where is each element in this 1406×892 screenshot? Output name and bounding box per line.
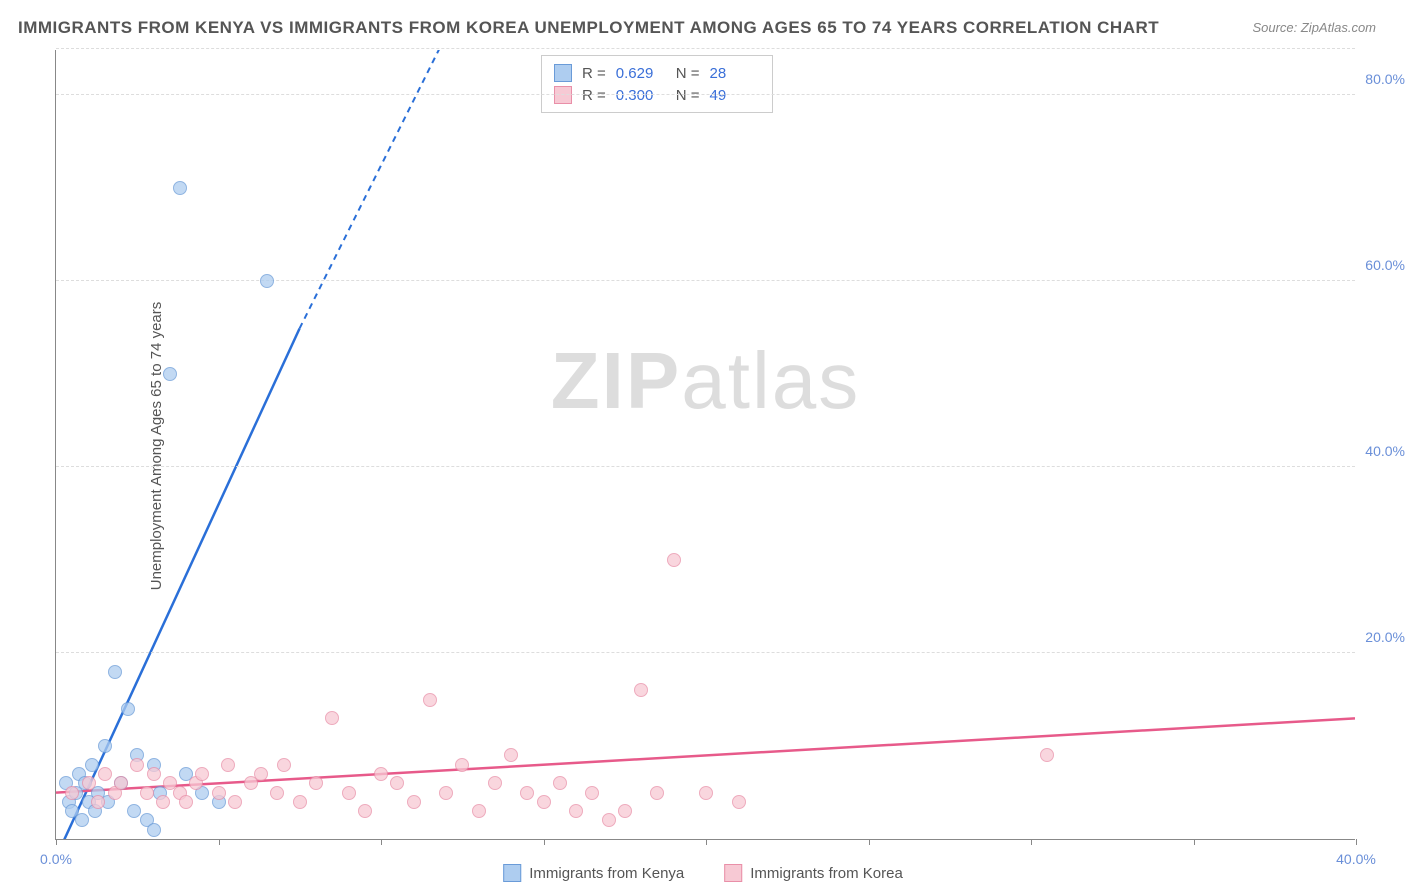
gridline — [56, 48, 1355, 49]
data-point-korea — [602, 813, 616, 827]
data-point-korea — [634, 683, 648, 697]
data-point-korea — [358, 804, 372, 818]
data-point-korea — [455, 758, 469, 772]
data-point-korea — [423, 693, 437, 707]
r-label: R = — [582, 65, 606, 82]
x-tick-label: 0.0% — [40, 851, 72, 867]
data-point-korea — [309, 776, 323, 790]
y-tick-label: 40.0% — [1365, 443, 1405, 459]
chart-container: IMMIGRANTS FROM KENYA VS IMMIGRANTS FROM… — [0, 0, 1406, 892]
data-point-korea — [618, 804, 632, 818]
x-tick — [544, 839, 545, 845]
data-point-korea — [147, 767, 161, 781]
data-point-korea — [65, 786, 79, 800]
x-tick — [1194, 839, 1195, 845]
legend-swatch-korea — [724, 864, 742, 882]
swatch-kenya — [554, 64, 572, 82]
data-point-korea — [270, 786, 284, 800]
data-point-korea — [585, 786, 599, 800]
data-point-kenya — [108, 665, 122, 679]
data-point-kenya — [98, 739, 112, 753]
data-point-korea — [520, 786, 534, 800]
watermark-suffix: atlas — [681, 336, 860, 425]
data-point-korea — [1040, 748, 1054, 762]
gridline — [56, 94, 1355, 95]
data-point-kenya — [121, 702, 135, 716]
data-point-kenya — [147, 823, 161, 837]
data-point-kenya — [163, 367, 177, 381]
trend-lines-svg — [56, 50, 1355, 839]
data-point-korea — [82, 776, 96, 790]
legend-label-kenya: Immigrants from Kenya — [529, 865, 684, 882]
data-point-korea — [195, 767, 209, 781]
gridline — [56, 466, 1355, 467]
x-tick — [1031, 839, 1032, 845]
data-point-korea — [342, 786, 356, 800]
data-point-korea — [98, 767, 112, 781]
source-attribution: Source: ZipAtlas.com — [1252, 20, 1376, 35]
data-point-korea — [732, 795, 746, 809]
x-tick — [56, 839, 57, 845]
gridline — [56, 652, 1355, 653]
x-tick — [381, 839, 382, 845]
legend-item-korea: Immigrants from Korea — [724, 864, 903, 882]
data-point-kenya — [260, 274, 274, 288]
data-point-kenya — [127, 804, 141, 818]
data-point-korea — [553, 776, 567, 790]
data-point-korea — [140, 786, 154, 800]
x-tick — [1356, 839, 1357, 845]
x-tick-label: 40.0% — [1336, 851, 1376, 867]
data-point-korea — [472, 804, 486, 818]
data-point-korea — [254, 767, 268, 781]
data-point-korea — [91, 795, 105, 809]
data-point-korea — [439, 786, 453, 800]
watermark: ZIPatlas — [551, 335, 860, 427]
legend-label-korea: Immigrants from Korea — [750, 865, 903, 882]
data-point-korea — [277, 758, 291, 772]
y-tick-label: 80.0% — [1365, 71, 1405, 87]
legend-swatch-kenya — [503, 864, 521, 882]
stats-legend-box: R = 0.629 N = 28 R = 0.300 N = 49 — [541, 55, 773, 113]
data-point-korea — [293, 795, 307, 809]
r-value-kenya: 0.629 — [616, 65, 666, 82]
legend-item-kenya: Immigrants from Kenya — [503, 864, 684, 882]
data-point-korea — [407, 795, 421, 809]
data-point-korea — [650, 786, 664, 800]
gridline — [56, 280, 1355, 281]
n-value-kenya: 28 — [710, 65, 760, 82]
n-label: N = — [676, 65, 700, 82]
data-point-korea — [569, 804, 583, 818]
plot-area: ZIPatlas R = 0.629 N = 28 R = 0.300 N = … — [55, 50, 1355, 840]
data-point-korea — [179, 795, 193, 809]
x-tick — [219, 839, 220, 845]
data-point-korea — [537, 795, 551, 809]
data-point-korea — [212, 786, 226, 800]
data-point-korea — [504, 748, 518, 762]
x-tick — [869, 839, 870, 845]
data-point-korea — [488, 776, 502, 790]
y-tick-label: 60.0% — [1365, 257, 1405, 273]
data-point-korea — [130, 758, 144, 772]
data-point-korea — [699, 786, 713, 800]
data-point-kenya — [85, 758, 99, 772]
bottom-legend: Immigrants from Kenya Immigrants from Ko… — [503, 864, 903, 882]
x-tick — [706, 839, 707, 845]
data-point-korea — [221, 758, 235, 772]
data-point-korea — [390, 776, 404, 790]
data-point-korea — [325, 711, 339, 725]
data-point-korea — [667, 553, 681, 567]
data-point-korea — [156, 795, 170, 809]
chart-title: IMMIGRANTS FROM KENYA VS IMMIGRANTS FROM… — [18, 18, 1159, 38]
data-point-kenya — [75, 813, 89, 827]
data-point-korea — [228, 795, 242, 809]
data-point-korea — [114, 776, 128, 790]
watermark-prefix: ZIP — [551, 336, 681, 425]
data-point-korea — [374, 767, 388, 781]
data-point-kenya — [173, 181, 187, 195]
trend-line-dashed-kenya — [300, 50, 462, 328]
stats-row-kenya: R = 0.629 N = 28 — [554, 62, 760, 84]
y-tick-label: 20.0% — [1365, 629, 1405, 645]
